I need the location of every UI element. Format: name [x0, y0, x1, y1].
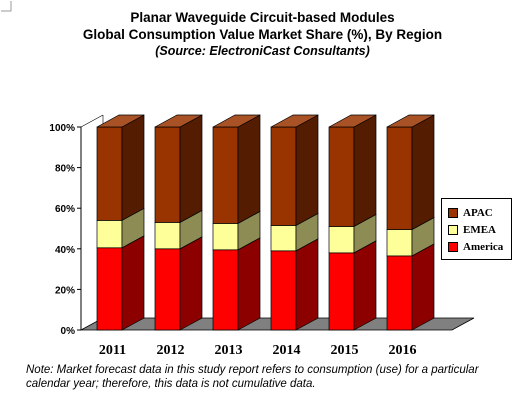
bar-2016-apac — [386, 126, 413, 230]
bar-2012-apac-top — [154, 114, 203, 128]
bar-2014-apac-side — [295, 114, 319, 227]
bar-2013-america-side — [237, 237, 261, 331]
legend-swatch-america — [448, 242, 458, 252]
wall-top-edge — [80, 114, 104, 128]
legend-item-america: America — [448, 240, 503, 254]
x-tick-label: 2015 — [331, 343, 359, 358]
y-tick-label: 60% — [55, 204, 75, 215]
bar-2011-emea — [96, 220, 123, 249]
bar-2013-apac-side — [237, 114, 261, 225]
corner-mark-icon — [1, 1, 12, 12]
bar-2011-apac-side — [121, 114, 145, 221]
chart-footnote: Note: Market forecast data in this study… — [26, 364, 479, 390]
y-tick-label: 40% — [55, 245, 75, 256]
bar-2014-america — [270, 250, 297, 331]
bar-2015-apac-side — [353, 114, 377, 228]
bar-2012-america-side — [179, 236, 203, 331]
bar-2014-apac-top — [270, 114, 319, 128]
bar-2016-emea — [386, 229, 413, 257]
bar-2015-apac-top — [328, 114, 377, 128]
bar-2011-america — [96, 247, 123, 331]
legend-label-apac: APAC — [463, 207, 493, 219]
legend-item-emea: EMEA — [448, 223, 496, 237]
bar-2015-apac — [328, 126, 355, 227]
bar-2013-emea — [212, 223, 239, 251]
bar-2011-apac — [96, 126, 123, 221]
bar-2013-america — [212, 249, 239, 331]
x-tick-label: 2016 — [389, 343, 417, 358]
bar-2015-america — [328, 252, 355, 331]
x-tick-label: 2011 — [99, 343, 126, 358]
legend-swatch-emea — [448, 225, 458, 235]
bar-2011-apac-top — [96, 114, 145, 128]
chart-title: Planar Waveguide Circuit-based Modules — [130, 10, 395, 25]
bar-2012-emea — [154, 222, 181, 250]
legend-swatch-apac — [448, 208, 458, 218]
bar-2014-apac — [270, 126, 297, 226]
x-tick-label: 2013 — [215, 343, 243, 358]
x-tick-label: 2012 — [157, 343, 185, 358]
bar-2012-apac-side — [179, 114, 203, 223]
bar-2016-apac-top — [386, 114, 435, 128]
bar-2015-america-side — [353, 240, 377, 331]
bar-2011-america-side — [121, 235, 145, 331]
chart-legend: APAC EMEA America — [441, 198, 512, 260]
bar-2012-apac — [154, 126, 181, 223]
y-tick-label: 0% — [61, 326, 76, 337]
bar-2016-america-side — [411, 243, 435, 331]
bar-2016-america — [386, 255, 413, 331]
chart-subtitle: Global Consumption Value Market Share (%… — [82, 27, 443, 42]
legend-label-america: America — [463, 241, 504, 253]
bar-2014-america-side — [295, 238, 319, 331]
y-tick-label: 100% — [49, 123, 75, 134]
legend-label-emea: EMEA — [463, 224, 496, 236]
bar-2013-apac-top — [212, 114, 261, 128]
x-tick-label: 2014 — [273, 343, 301, 358]
bar-2014-emea — [270, 225, 297, 252]
bar-2016-apac-side — [411, 114, 435, 231]
bar-2012-america — [154, 248, 181, 331]
legend-item-apac: APAC — [448, 206, 493, 220]
y-tick-label: 20% — [55, 285, 75, 296]
chart-source: (Source: ElectroniCast Consultants) — [155, 44, 370, 58]
bar-2013-apac — [212, 126, 239, 224]
y-tick-label: 80% — [55, 164, 75, 175]
bar-2015-emea — [328, 226, 355, 254]
